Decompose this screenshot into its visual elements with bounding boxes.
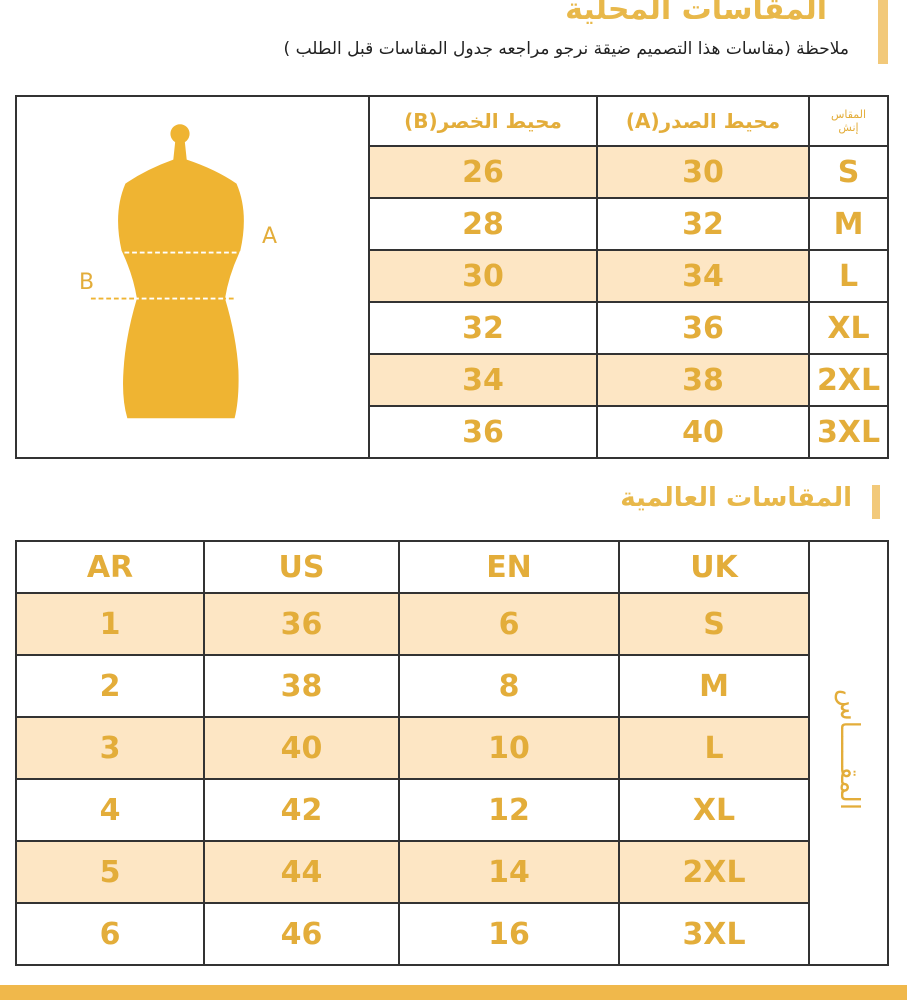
cell-size: 3XL (808, 405, 889, 459)
cell-chest: 40 (596, 405, 810, 459)
cell-waist: 34 (368, 353, 598, 407)
cell-uk: L (618, 716, 810, 780)
cell-chest: 32 (596, 197, 810, 251)
cell-uk: M (618, 654, 810, 718)
table-header-row: A B محيط الخصر(B) محيط الصدر(A) المقاس إن… (15, 95, 889, 459)
table-row: 3 40 10 L (15, 716, 888, 780)
cell-en: 8 (398, 654, 620, 718)
cell-chest: 38 (596, 353, 810, 407)
cell-ar: 1 (15, 592, 205, 656)
cell-en: 6 (398, 592, 620, 656)
cell-uk: 3XL (618, 902, 810, 966)
cell-chest: 34 (596, 249, 810, 303)
bottom-accent-bar (0, 985, 907, 1000)
table-row: 2 38 8 M (15, 654, 888, 718)
cell-us: 36 (203, 592, 400, 656)
cell-uk: XL (618, 778, 810, 842)
cell-us: 40 (203, 716, 400, 780)
table-row: 6 46 16 3XL (15, 902, 888, 966)
header-size-line1: المقاس (830, 108, 867, 121)
cell-size: S (808, 145, 889, 199)
size-side-label-cell: المقـــــاس (808, 540, 889, 966)
international-size-table: AR US EN UK المقـــــاس 1 36 6 S 2 38 8 M 3 40 10 L… (15, 540, 889, 966)
table-row: 5 44 14 2XL (15, 840, 888, 904)
table-row: 32 36 XL (16, 301, 889, 355)
sizing-note: ملاحظة (مقاسات هذا التصميم ضيقة نرجو مرا… (283, 39, 849, 59)
mannequin-container: A B (17, 107, 368, 447)
cell-chest: 36 (596, 301, 810, 355)
cell-size: 2XL (808, 353, 889, 407)
table-row: 36 40 3XL (16, 405, 889, 459)
cell-ar: 5 (15, 840, 205, 904)
local-size-table: A B محيط الخصر(B) محيط الصدر(A) المقاس إن… (15, 95, 889, 459)
table-row: 28 32 M (16, 197, 889, 251)
cell-us: 46 (203, 902, 400, 966)
label-b: B (79, 270, 95, 295)
cell-uk: 2XL (618, 840, 810, 904)
cell-waist: 26 (368, 145, 598, 199)
size-side-label: المقـــــاس (833, 688, 864, 811)
table-row: 30 34 L (16, 249, 889, 303)
table-row: 1 36 6 S (15, 592, 888, 656)
cell-ar: 4 (15, 778, 205, 842)
label-a: A (262, 224, 278, 249)
header-us: US (203, 540, 400, 594)
local-sizes-title: المقاسات المحلية (565, 0, 827, 27)
cell-en: 10 (398, 716, 620, 780)
cell-size: XL (808, 301, 889, 355)
international-sizes-title: المقاسات العالمية (620, 483, 852, 513)
mannequin-icon (90, 124, 244, 419)
cell-ar: 3 (15, 716, 205, 780)
cell-uk: S (618, 592, 810, 656)
cell-en: 14 (398, 840, 620, 904)
cell-en: 16 (398, 902, 620, 966)
cell-waist: 32 (368, 301, 598, 355)
header-waist: محيط الخصر(B) (368, 95, 598, 147)
header-uk: UK (618, 540, 810, 594)
title-accent-bar (872, 485, 880, 519)
title-accent-bar (878, 0, 888, 64)
cell-us: 38 (203, 654, 400, 718)
table-row: 4 42 12 XL (15, 778, 888, 842)
table-row: 34 38 2XL (16, 353, 889, 407)
header-chest: محيط الصدر(A) (596, 95, 810, 147)
cell-ar: 2 (15, 654, 205, 718)
cell-waist: 30 (368, 249, 598, 303)
cell-us: 44 (203, 840, 400, 904)
cell-en: 12 (398, 778, 620, 842)
cell-chest: 30 (596, 145, 810, 199)
header-en: EN (398, 540, 620, 594)
cell-size: M (808, 197, 889, 251)
header-size-line2: إنش (838, 121, 859, 134)
mannequin-figure: A B (15, 95, 370, 459)
cell-us: 42 (203, 778, 400, 842)
header-size: المقاس إنش (808, 95, 889, 147)
cell-ar: 6 (15, 902, 205, 966)
cell-waist: 36 (368, 405, 598, 459)
header-ar: AR (15, 540, 205, 594)
table-header-row: AR US EN UK المقـــــاس (15, 540, 889, 966)
cell-size: L (808, 249, 889, 303)
table-row: 26 30 S (16, 145, 889, 199)
cell-waist: 28 (368, 197, 598, 251)
